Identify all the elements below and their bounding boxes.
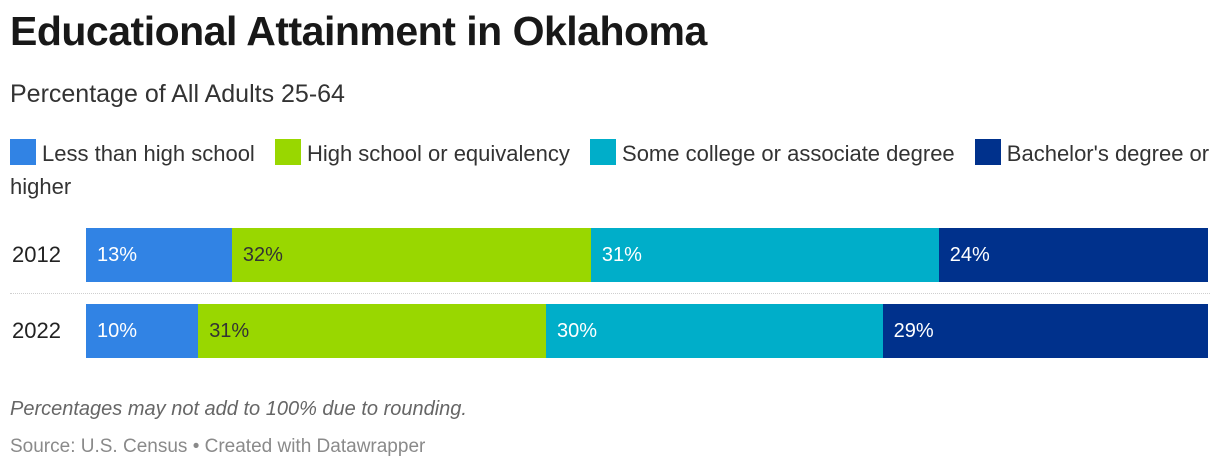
bar-segment: 24% bbox=[938, 228, 1208, 282]
legend-label: Bachelor's degree or higher bbox=[10, 141, 1210, 199]
row-separator bbox=[10, 293, 1210, 294]
data-label: 32% bbox=[242, 244, 283, 266]
bar-segment: 31% bbox=[590, 228, 939, 282]
row-label-2022: 2022 bbox=[12, 318, 61, 343]
legend-item: Bachelor's degree or higher bbox=[10, 139, 1210, 199]
footnote: Percentages may not add to 100% due to r… bbox=[10, 398, 467, 420]
data-label: 13% bbox=[97, 244, 138, 266]
legend-swatch bbox=[974, 139, 1001, 165]
bar-row: 2012 13% 32% 31% 24% bbox=[0, 228, 1220, 282]
source-credit: Source: U.S. Census • Created with Dataw… bbox=[10, 436, 426, 457]
bar-segment: 32% bbox=[231, 228, 591, 282]
bar-track: 10% 31% 30% 29% bbox=[86, 304, 1208, 358]
bar-segment: 31% bbox=[198, 304, 546, 358]
legend-swatch bbox=[590, 139, 617, 165]
data-label: 10% bbox=[97, 320, 138, 342]
bar-track: 13% 32% 31% 24% bbox=[86, 228, 1208, 282]
legend-swatch bbox=[274, 139, 301, 165]
chart-subtitle: Percentage of All Adults 25-64 bbox=[10, 80, 345, 108]
chart-title: Educational Attainment in Oklahoma bbox=[10, 8, 707, 54]
row-label-2012: 2012 bbox=[12, 242, 61, 267]
legend-label: Some college or associate degree bbox=[622, 141, 955, 166]
bar-segment: 30% bbox=[546, 304, 883, 358]
data-label: 24% bbox=[949, 244, 990, 266]
data-label: 31% bbox=[209, 320, 250, 342]
legend-label: Less than high school bbox=[42, 141, 255, 166]
chart-legend: Less than high school High school or equ… bbox=[10, 137, 1210, 203]
legend-swatch bbox=[10, 139, 36, 165]
legend-item: Less than high school bbox=[10, 139, 255, 166]
data-label: 30% bbox=[557, 320, 598, 342]
bar-segment: 29% bbox=[882, 304, 1208, 358]
legend-item: High school or equivalency bbox=[274, 139, 570, 166]
legend-item: Some college or associate degree bbox=[590, 139, 955, 166]
data-label: 31% bbox=[601, 244, 642, 266]
legend-label: High school or equivalency bbox=[306, 141, 570, 166]
data-label: 29% bbox=[893, 320, 934, 342]
bar-row: 2022 10% 31% 30% 29% bbox=[0, 304, 1220, 358]
bar-segment: 10% bbox=[86, 304, 199, 358]
bar-segment: 13% bbox=[86, 228, 232, 282]
